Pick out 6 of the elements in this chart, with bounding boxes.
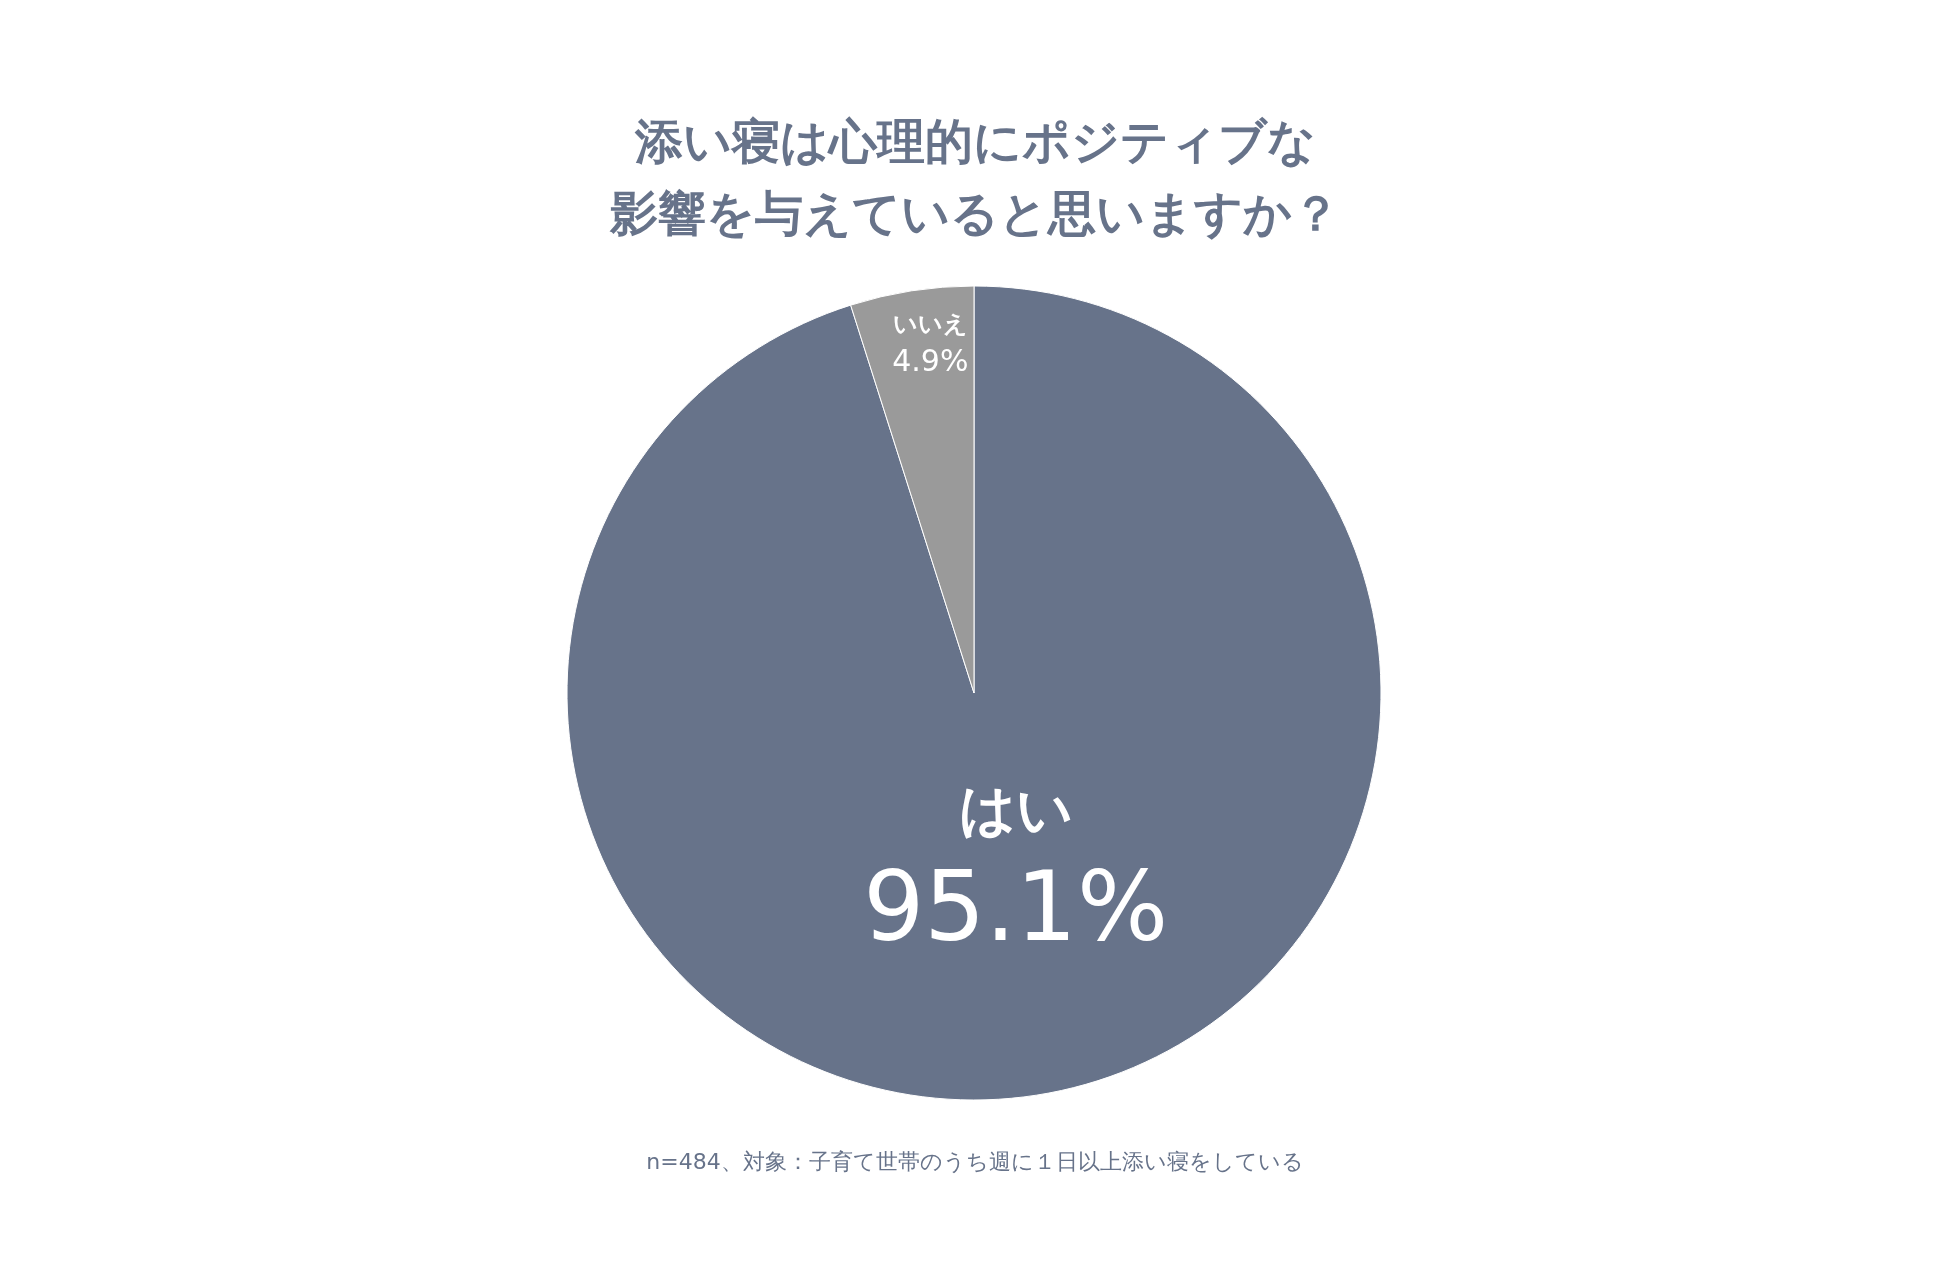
slice-label: はい [958, 776, 1073, 842]
text: n=484、対象：子育て世帯のうち週に１日以上添い寝をしている [646, 1148, 1304, 1174]
data-label: 4.9% [892, 343, 969, 379]
slice-label: いいえ [892, 309, 968, 338]
data-label: 95.1% [863, 851, 1169, 964]
chart-title: 添い寝は心理的にポジティブな影響を与えていると思いますか？ [609, 113, 1340, 241]
